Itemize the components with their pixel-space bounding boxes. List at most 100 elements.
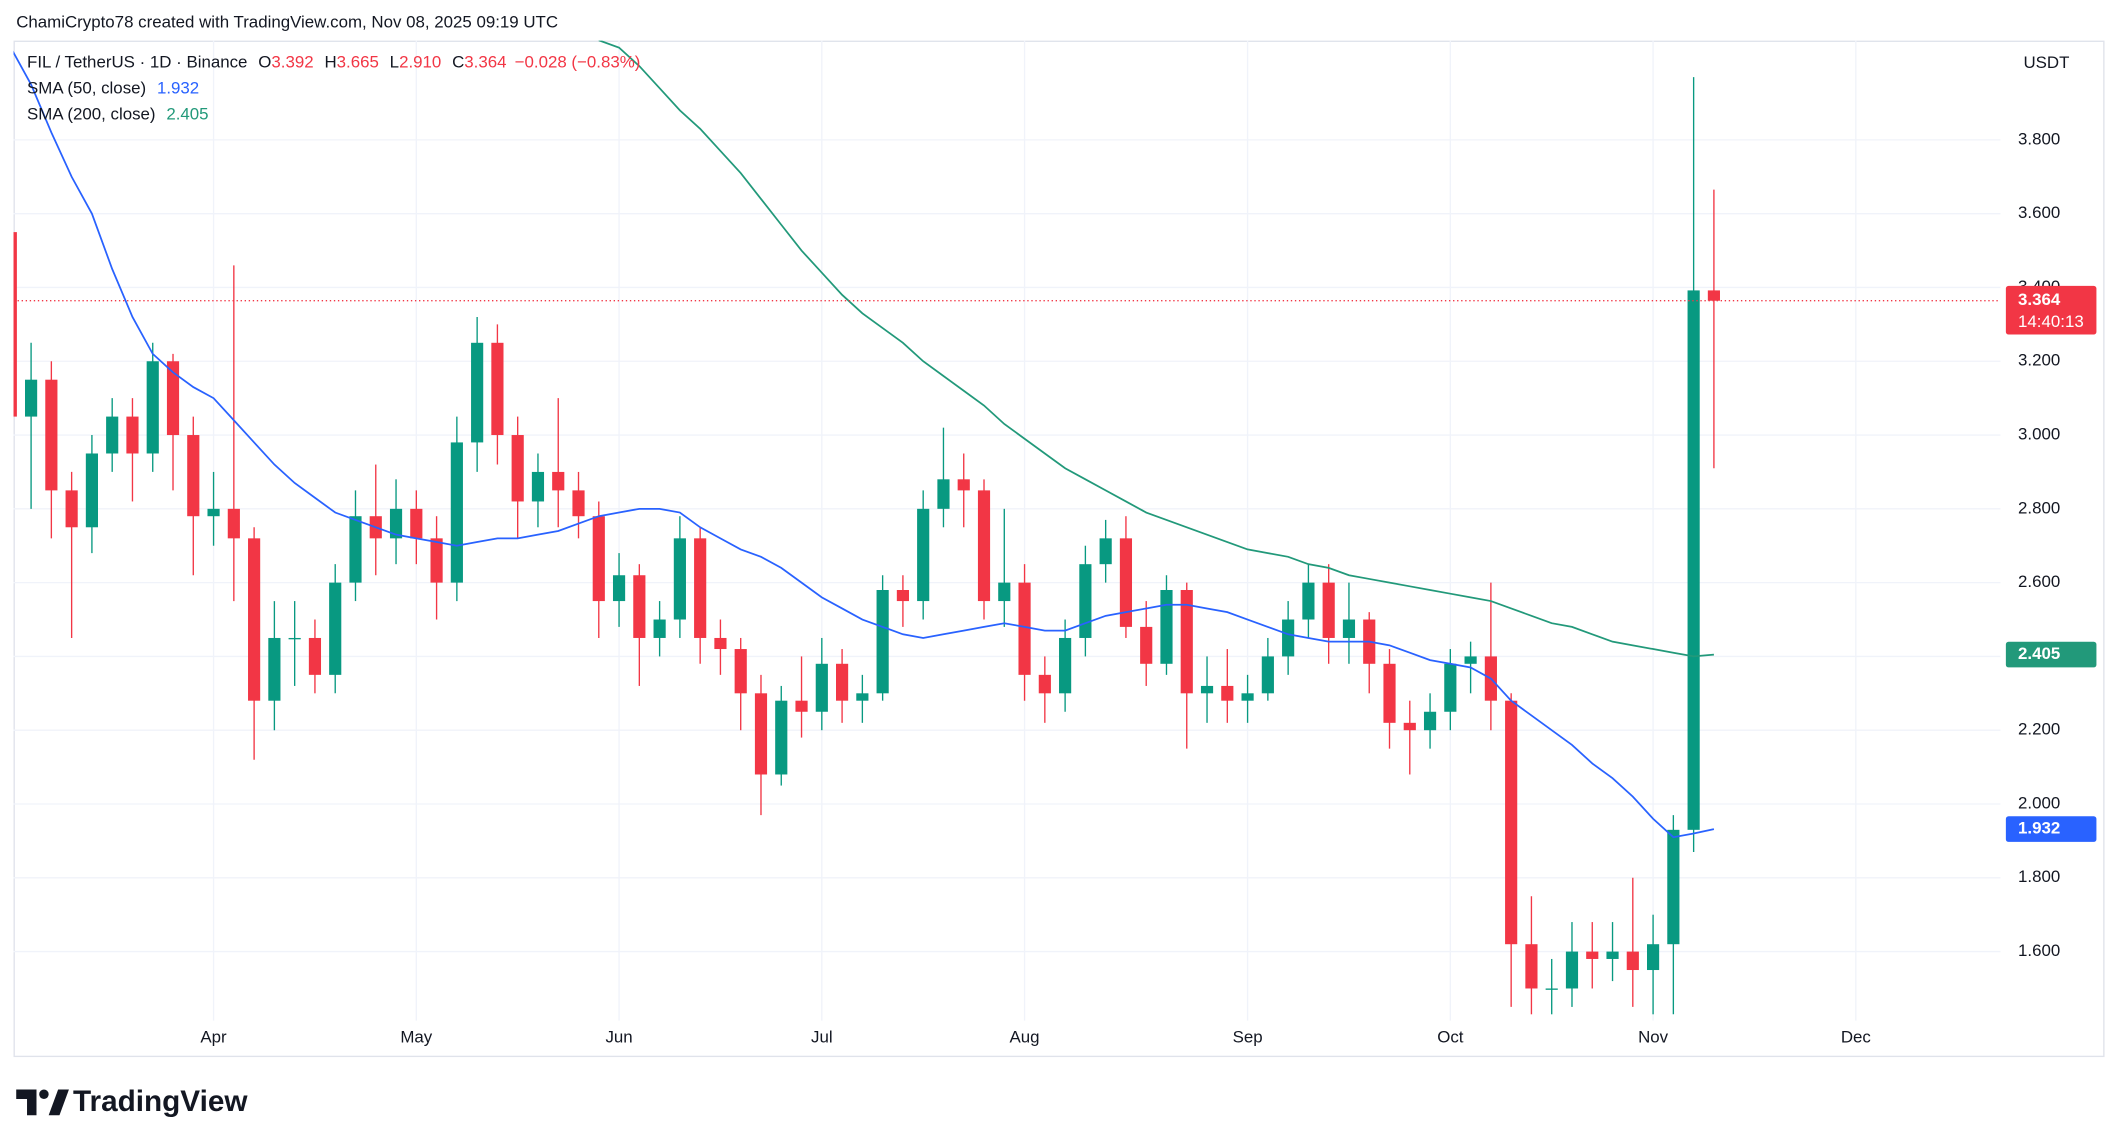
candle-body <box>1505 700 1518 945</box>
legend-item: L <box>390 53 399 72</box>
candle-body <box>491 342 504 436</box>
candle-body <box>207 508 220 517</box>
y-tick-label: 2.000 <box>2018 793 2060 812</box>
currency: USDT <box>2023 53 2069 72</box>
legend-item: 2.910 <box>399 53 441 72</box>
candle-body <box>268 637 281 701</box>
price-box-label: 3.364 <box>2018 290 2061 309</box>
y-tick-label: 2.200 <box>2018 720 2060 739</box>
chart-frame <box>13 40 2105 1058</box>
candle-body <box>1200 685 1214 694</box>
candle-body <box>998 582 1011 602</box>
candle-body <box>1444 663 1457 712</box>
candle-body <box>25 379 38 417</box>
legend-item: −0.028 (−0.83%) <box>515 53 641 72</box>
candle-body <box>146 361 159 454</box>
logo: TradingView <box>16 1085 248 1118</box>
candle-body <box>187 435 200 517</box>
candle-body <box>1565 951 1579 989</box>
legend: FIL / TetherUS · 1D · Binance O3.392 H3.66… <box>27 53 640 124</box>
candle-body <box>1282 619 1295 657</box>
price-box-label: 1.932 <box>2018 819 2060 838</box>
candle-body <box>552 471 565 491</box>
y-tick-label: 3.000 <box>2018 425 2060 444</box>
y-tick-label: 2.600 <box>2018 572 2060 591</box>
x-tick-label: Oct <box>1437 1028 1464 1047</box>
legend-item: FIL / TetherUS · 1D · Binance <box>27 53 247 72</box>
candle-body <box>1667 829 1680 945</box>
x-tick-label: Apr <box>200 1028 227 1047</box>
candle-body <box>1606 951 1619 959</box>
logo-text: TradingView <box>73 1085 248 1118</box>
candle-body <box>1707 290 1720 301</box>
candle-body <box>1160 590 1173 664</box>
logo-icon <box>39 1089 49 1099</box>
candle-body <box>288 637 301 640</box>
candle-body <box>1687 290 1700 830</box>
countdown: 14:40:13 <box>2018 312 2084 331</box>
candle-body <box>1322 582 1335 638</box>
legend-item: C <box>452 53 464 72</box>
candle-body <box>795 700 808 712</box>
candle-body <box>1525 944 1538 989</box>
candle-body <box>775 700 788 775</box>
sma-line <box>13 50 1715 839</box>
candle-body <box>612 575 626 602</box>
candle-body <box>511 435 524 502</box>
legend-row: SMA (50, close) 1.932 <box>27 79 199 98</box>
candle-body <box>1545 988 1558 990</box>
candle-body <box>673 538 686 620</box>
price-box <box>2005 285 2097 335</box>
candle-body <box>329 582 342 675</box>
candle-body <box>714 637 727 650</box>
credit: ChamiCrypto78 created with TradingView.c… <box>16 13 558 32</box>
candle-body <box>1018 582 1031 675</box>
candle-body <box>430 538 443 583</box>
x-tick-label: Jun <box>605 1028 632 1047</box>
y-tick-label: 1.800 <box>2018 867 2060 886</box>
candle-body <box>471 342 484 443</box>
candle-body <box>308 637 322 675</box>
candle-body <box>754 693 768 775</box>
candle-body <box>531 471 545 502</box>
candle-body <box>1647 944 1660 971</box>
candle-body <box>653 619 666 638</box>
legend-item: 1.932 <box>157 79 199 98</box>
candle-body <box>592 516 605 602</box>
x-tick-label: Nov <box>1638 1028 1669 1047</box>
plot-area <box>13 40 2001 1015</box>
candle-body <box>1059 637 1072 694</box>
x-tick-label: Sep <box>1233 1028 1263 1047</box>
candle-body <box>45 379 58 491</box>
candle-body <box>1140 626 1153 664</box>
candle-body <box>106 416 119 454</box>
candle-body <box>1626 951 1639 971</box>
candle-body <box>1464 656 1477 664</box>
candle-body <box>349 516 362 583</box>
y-tick-label: 3.600 <box>2018 203 2060 222</box>
legend-item: 3.392 <box>271 53 313 72</box>
candle-body <box>896 590 909 602</box>
candle-body <box>1241 693 1254 701</box>
candle-body <box>815 663 828 712</box>
candle-body <box>633 575 646 638</box>
candle-body <box>227 508 240 539</box>
candle-body <box>734 649 747 694</box>
x-tick-label: Dec <box>1841 1028 1871 1047</box>
logo-icon <box>16 1089 37 1116</box>
candle-body <box>917 508 930 602</box>
candle-body <box>1302 582 1315 620</box>
price-box <box>2005 816 2097 842</box>
candle-body <box>85 453 98 528</box>
candle-body <box>410 508 423 539</box>
candle-body <box>1423 711 1437 731</box>
x-tick-label: May <box>400 1028 432 1047</box>
y-tick-label: 2.800 <box>2018 498 2060 517</box>
candle-body <box>166 361 180 436</box>
x-tick-label: Jul <box>811 1028 833 1047</box>
candle-body <box>836 663 849 701</box>
legend-item: 3.364 <box>464 53 506 72</box>
candle-body <box>1403 722 1416 731</box>
